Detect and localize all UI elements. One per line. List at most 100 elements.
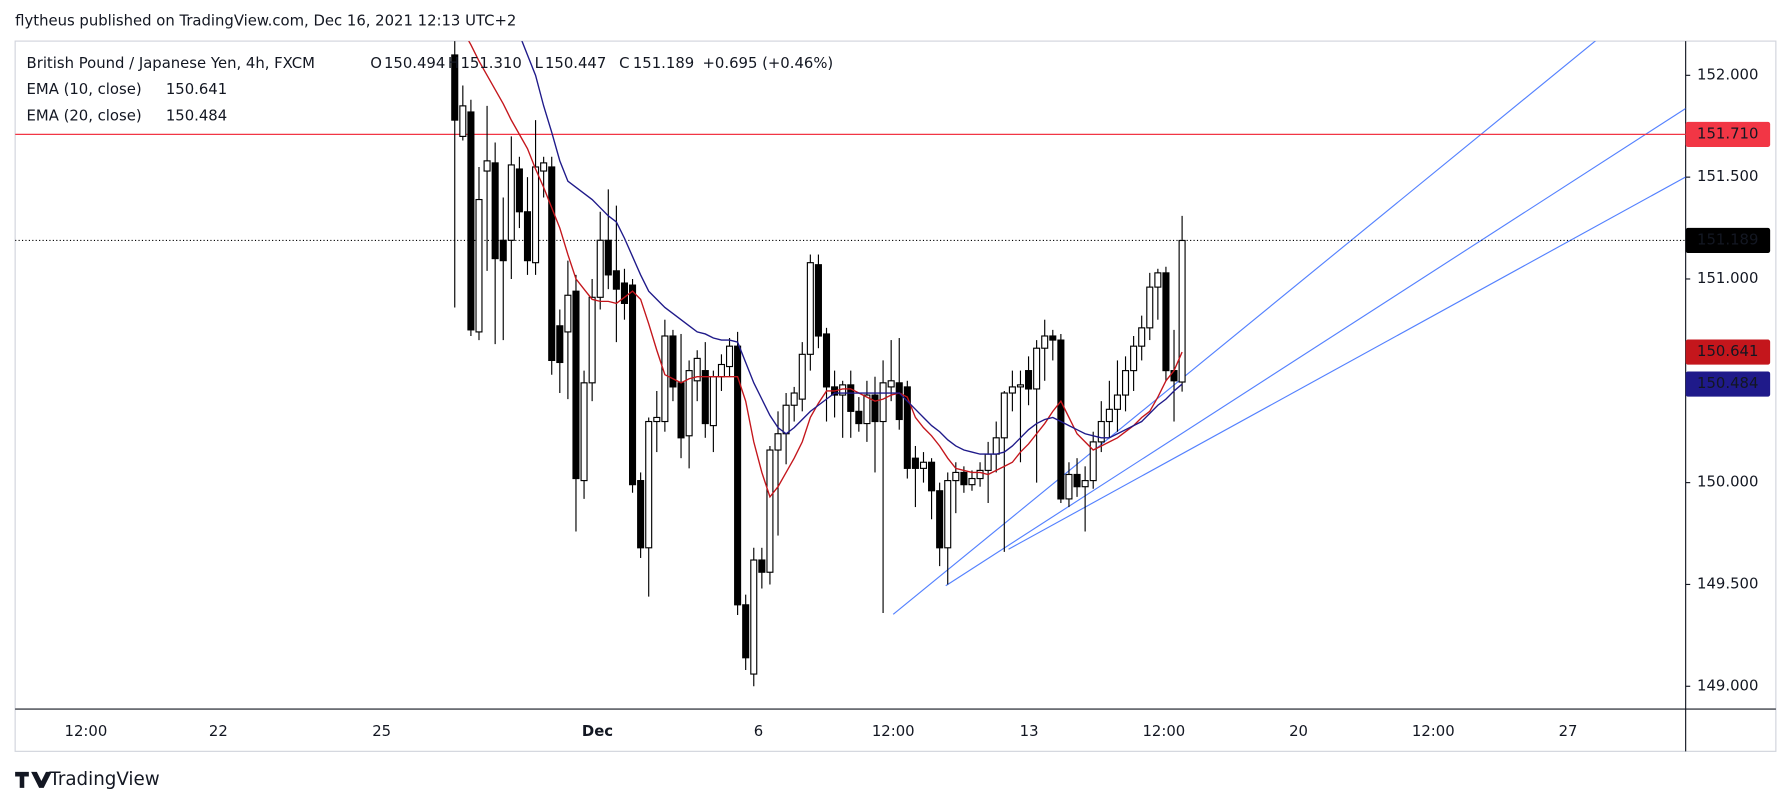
candle-body <box>1121 370 1130 396</box>
candle-body <box>1008 386 1016 394</box>
candle-body <box>790 392 798 406</box>
candle-body <box>742 604 750 659</box>
price-tag-label: 150.484 <box>1697 375 1758 392</box>
candle-body <box>467 111 475 331</box>
candle-body <box>944 480 952 549</box>
price-tag-label: 151.189 <box>1697 231 1758 248</box>
candle-body <box>750 559 758 675</box>
candle-body <box>887 380 895 388</box>
candle-body <box>637 480 645 549</box>
candle-body <box>952 471 960 482</box>
x-tick-label: 6 <box>754 723 763 740</box>
candle-body <box>1105 408 1113 423</box>
drawings <box>892 41 1686 615</box>
candle-body <box>806 262 814 355</box>
candle-body <box>1000 392 1008 439</box>
x-tick-label: 13 <box>1020 723 1039 740</box>
x-tick-label: 20 <box>1289 723 1308 740</box>
ema-line <box>521 41 1183 455</box>
y-tick-label: 151.000 <box>1697 270 1758 287</box>
candle-body <box>523 211 532 262</box>
candle-body <box>847 384 855 412</box>
candle-body <box>548 166 556 362</box>
candle-body <box>984 453 992 471</box>
candle-body <box>709 376 717 427</box>
candle-body <box>653 416 661 423</box>
candle-body <box>701 370 709 425</box>
candle-body <box>928 461 936 492</box>
candle-body <box>1178 239 1186 383</box>
y-tick-label: 152.000 <box>1697 66 1758 83</box>
publisher: flytheus published on TradingView.com, D… <box>15 13 516 30</box>
ohlc-value: 151.189 <box>633 55 694 72</box>
candle-body <box>936 490 944 549</box>
candle-body <box>1162 272 1170 372</box>
candle-body <box>992 437 1000 455</box>
x-tick-label: 12:00 <box>65 723 108 740</box>
candle-body <box>677 382 685 439</box>
frame <box>14 40 1777 752</box>
candle-body <box>1033 347 1041 390</box>
price-tag <box>1685 371 1771 397</box>
y-tick-label: 151.500 <box>1697 168 1758 185</box>
candle-body <box>822 333 831 388</box>
ohlc-key: O <box>370 55 382 72</box>
candle-body <box>483 160 491 172</box>
candle-body <box>782 404 790 435</box>
candle-body <box>475 198 483 333</box>
candle-body <box>499 239 507 262</box>
y-tick-label: 150.000 <box>1697 474 1758 491</box>
symbol: British Pound / Japanese Yen, 4h, FXCM <box>27 55 315 72</box>
candle-body <box>1097 420 1105 443</box>
candle-body <box>814 264 822 337</box>
change: +0.695 (+0.46%) <box>703 55 834 72</box>
candle-body <box>669 335 677 388</box>
candle-body <box>1025 370 1033 390</box>
candle-body <box>903 386 911 469</box>
candle-body <box>968 477 976 486</box>
candle-body <box>1138 327 1146 347</box>
brand: TradingView <box>48 769 159 790</box>
candle-body <box>1146 286 1154 329</box>
y-tick-label: 149.000 <box>1697 677 1758 694</box>
candle-body <box>645 420 653 549</box>
ohlc-key: L <box>535 55 544 72</box>
candle-body <box>976 469 984 480</box>
candle-body <box>1130 345 1138 372</box>
candle-body <box>734 345 742 606</box>
candle-body <box>685 370 693 437</box>
candle-body <box>556 325 564 364</box>
price-tag <box>1685 339 1771 365</box>
y-tick-label: 149.500 <box>1697 575 1758 592</box>
candle-body <box>515 168 523 213</box>
candle-body <box>1057 339 1065 500</box>
price-tag-label: 151.710 <box>1697 125 1758 142</box>
price-tag <box>1685 121 1771 147</box>
candle-body <box>572 290 580 480</box>
candle-body <box>451 54 459 121</box>
candle-body <box>491 162 499 260</box>
candle-body <box>459 105 467 137</box>
ohlc-value: 150.494 <box>384 55 445 72</box>
x-tick-label: 12:00 <box>1412 723 1455 740</box>
series-value: 150.641 <box>166 81 227 98</box>
candle-body <box>1049 335 1057 341</box>
x-tick-label: 22 <box>209 723 228 740</box>
trend-line <box>1008 176 1686 550</box>
candle-body <box>588 296 596 384</box>
candle-body <box>766 449 774 573</box>
logo-mark <box>15 771 52 788</box>
candle-body <box>604 239 612 276</box>
candle-body <box>693 357 701 382</box>
candle-body <box>1089 441 1097 482</box>
candle-body <box>1081 480 1089 488</box>
candle-body <box>1073 473 1081 488</box>
candle-body <box>863 394 871 425</box>
candle-body <box>1041 335 1049 349</box>
logo: TradingView <box>15 769 160 790</box>
candle-body <box>919 461 928 469</box>
candle-body <box>564 294 572 333</box>
ohlc-value: 150.447 <box>545 55 606 72</box>
